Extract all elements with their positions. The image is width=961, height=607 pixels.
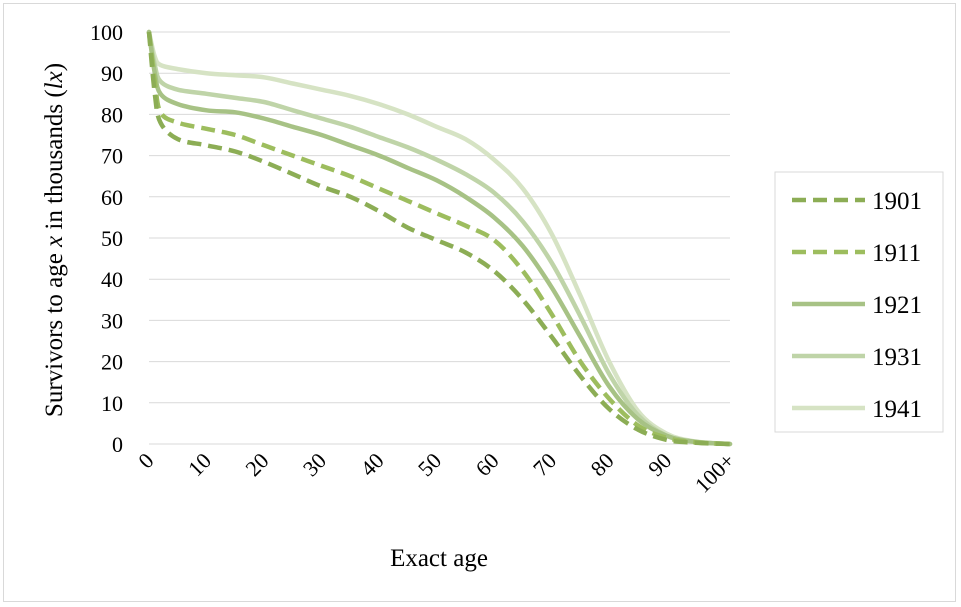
gridlines	[149, 31, 730, 445]
series-line-1941	[146, 29, 733, 447]
x-tick-10: 10	[183, 448, 216, 481]
x-tick-70: 70	[528, 448, 561, 481]
x-axis-title: Exact age	[390, 545, 488, 572]
x-tick-80: 80	[585, 448, 618, 481]
series-line-1911	[146, 31, 731, 447]
y-tick-20: 20	[101, 350, 123, 375]
y-tick-50: 50	[101, 226, 123, 251]
legend-label-1941: 1941	[872, 396, 922, 423]
y-tick-80: 80	[101, 102, 123, 127]
y-tick-10: 10	[101, 391, 123, 416]
series-line-1901	[146, 31, 731, 447]
y-tick-30: 30	[101, 308, 123, 333]
legend-label-1921: 1921	[872, 292, 922, 319]
x-tick-40: 40	[355, 448, 388, 481]
y-axis-title: Survivors to age x in thousands (lx)	[41, 63, 68, 417]
legend-label-1931: 1931	[872, 344, 922, 371]
x-tick-20: 20	[240, 448, 273, 481]
x-tick-90: 90	[643, 448, 676, 481]
y-tick-40: 40	[101, 267, 123, 292]
series-lines	[146, 29, 733, 447]
series-line-1931	[146, 29, 733, 447]
series-line-1921	[146, 29, 733, 447]
y-tick-60: 60	[101, 185, 123, 210]
x-tick-labels: 0 10 20 30 40 50 60 70 80 90 100+	[133, 448, 739, 498]
x-tick-100+: 100+	[690, 448, 740, 498]
legend-label-1901: 1901	[872, 188, 922, 215]
y-tick-100: 100	[90, 20, 123, 45]
x-tick-60: 60	[470, 448, 503, 481]
x-tick-30: 30	[298, 448, 331, 481]
y-tick-0: 0	[112, 432, 123, 457]
y-tick-70: 70	[101, 144, 123, 169]
y-tick-90: 90	[101, 61, 123, 86]
x-tick-0: 0	[133, 448, 158, 473]
y-tick-labels: 0 10 20 30 40 50 60 70 80 90 100	[90, 20, 123, 457]
legend: 1901 1911 1921 1931 1941	[774, 171, 944, 433]
legend-label-1911: 1911	[872, 240, 921, 267]
x-tick-50: 50	[413, 448, 446, 481]
